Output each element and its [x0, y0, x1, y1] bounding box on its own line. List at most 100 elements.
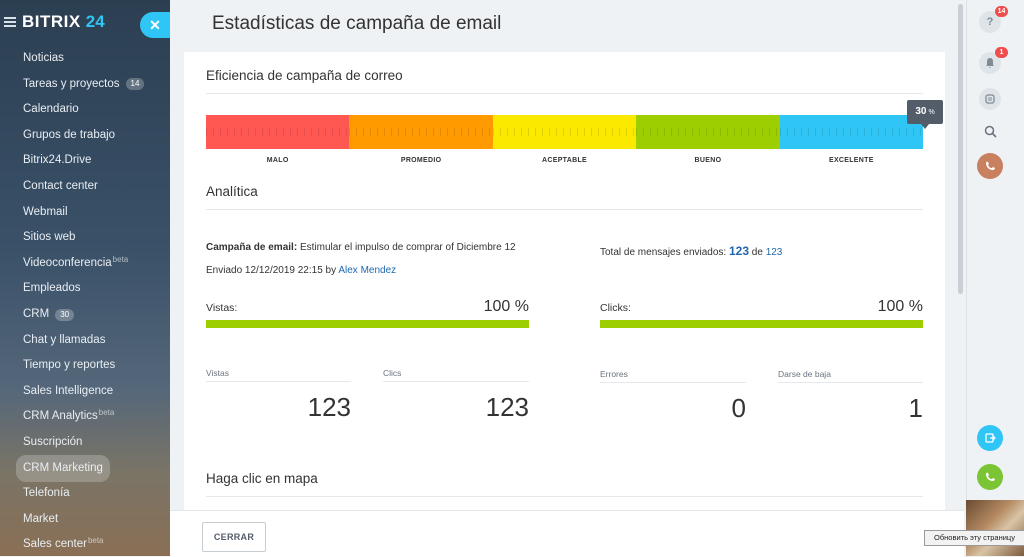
efficiency-value: 30 — [915, 106, 927, 117]
sidebar-item-tiempo-y-reportes[interactable]: Tiempo y reportes — [0, 353, 170, 379]
sidebar-item-webmail[interactable]: Webmail — [0, 200, 170, 226]
messenger-icon[interactable] — [979, 88, 1001, 110]
sent-by-link[interactable]: Alex Mendez — [338, 265, 397, 276]
sidebar-item-label: Contact center — [23, 179, 98, 192]
efficiency-unit: % — [928, 109, 935, 116]
views-percent: 100 % — [483, 298, 529, 315]
efficiency-segment-aceptable — [492, 115, 637, 149]
sidebar-item-telefon-a[interactable]: Telefonía — [0, 481, 170, 507]
sidebar-menu: Noticias Tareas y proyectos 14 Calendario Gr… — [0, 46, 170, 556]
efficiency-segment-promedio — [349, 115, 493, 149]
efficiency-segment-malo — [206, 115, 350, 149]
sidebar-item-contact-center[interactable]: Contact center — [0, 174, 170, 200]
sidebar-item-label: Empleados — [23, 282, 81, 295]
sidebar-item-sitios-web[interactable]: Sitios web — [0, 225, 170, 251]
open-lines-icon[interactable] — [977, 425, 1003, 451]
sidebar-item-crm-analytics[interactable]: CRM Analytics beta — [0, 404, 170, 430]
scrollbar-thumb[interactable] — [958, 4, 963, 294]
sidebar-item-chat-y-llamadas[interactable]: Chat y llamadas — [0, 328, 170, 354]
beta-tag: beta — [98, 408, 115, 418]
sidebar-counter: 14 — [125, 78, 145, 91]
efficiency-bar — [206, 115, 924, 149]
sidebar-item-bitrix24-drive[interactable]: Bitrix24.Drive — [0, 148, 170, 174]
sidebar-item-crm-marketing[interactable]: CRM Marketing — [0, 454, 170, 483]
help-icon[interactable]: ? 14 — [979, 6, 1008, 33]
divider — [206, 381, 351, 382]
menu-burger-icon[interactable] — [4, 17, 16, 27]
footer-bar: CERRAR — [170, 510, 964, 557]
sidebar-item-label: Tiempo y reportes — [23, 359, 116, 372]
refresh-tooltip: Обновить эту страницу — [924, 530, 1024, 546]
sidebar-item-videoconferencia[interactable]: Videoconferencia beta — [0, 251, 170, 277]
campaign-name: Estimular el impulso de comprar of Dicie… — [299, 242, 516, 253]
sidebar-item-sales-intelligence[interactable]: Sales Intelligence — [0, 379, 170, 405]
clicks-percent: 100 % — [877, 298, 923, 315]
search-icon[interactable] — [979, 121, 1001, 143]
sidebar-item-suscripci-n[interactable]: Suscripción — [0, 430, 170, 456]
sidebar-item-label: Sales center — [23, 538, 87, 551]
close-icon: ✕ — [149, 17, 161, 33]
close-slider-button[interactable]: ✕ — [140, 12, 170, 38]
efficiency-label-promedio: PROMEDIO — [400, 157, 442, 164]
sent-info: Enviado 12/12/2019 22:15 by Alex Mendez — [206, 265, 396, 276]
efficiency-label-bueno: BUENO — [694, 157, 722, 164]
efficiency-segment-bueno — [636, 115, 780, 149]
views-label: Vistas: — [206, 302, 238, 314]
sidebar-item-label: Suscripción — [23, 435, 83, 448]
sidebar-item-label: CRM Analytics — [23, 410, 98, 423]
sidebar-item-crm[interactable]: CRM 30 — [0, 302, 170, 328]
views-progress-bar — [206, 320, 529, 328]
clicks-progress-bar — [600, 320, 923, 328]
sidebar-item-calendario[interactable]: Calendario — [0, 97, 170, 123]
sidebar-item-label: Webmail — [23, 205, 68, 218]
page-thumbnail — [966, 500, 1024, 556]
total-all[interactable]: 123 — [765, 247, 783, 258]
map-title: Haga clic en mapa — [206, 471, 318, 486]
stat-errors-value: 0 — [731, 393, 746, 423]
beta-tag: beta — [87, 536, 104, 546]
stat-unsubscribe-label: Darse de baja — [778, 369, 831, 379]
efficiency-label-malo: MALO — [266, 157, 289, 164]
sidebar-item-label: Tareas y proyectos — [23, 77, 120, 90]
stat-unsubscribe-value: 1 — [908, 393, 923, 423]
total-label: Total de mensajes enviados: — [600, 247, 727, 258]
efficiency-label-aceptable: ACEPTABLE — [542, 157, 587, 164]
sidebar-item-label: Calendario — [23, 103, 79, 116]
views-progress-fill — [206, 320, 529, 328]
phone-icon[interactable] — [977, 153, 1003, 179]
total-sent[interactable]: 123 — [728, 244, 749, 258]
sidebar-item-empleados[interactable]: Empleados — [0, 276, 170, 302]
divider — [206, 93, 923, 94]
stat-clicks-label: Clics — [383, 368, 402, 378]
sidebar-item-label: Telefonía — [23, 487, 70, 500]
efficiency-value-tooltip: 30% — [907, 100, 943, 129]
brand-logo-number: 24 — [85, 12, 105, 31]
sidebar-item-label: Sitios web — [23, 231, 76, 244]
campaign-label: Campaña de email: — [206, 242, 298, 253]
analytics-title: Analítica — [206, 184, 258, 199]
stat-clicks-value: 123 — [485, 392, 529, 422]
bell-icon[interactable]: 1 — [979, 47, 1008, 74]
sidebar-item-label: Grupos de trabajo — [23, 128, 116, 141]
sidebar-item-noticias[interactable]: Noticias — [0, 46, 170, 72]
scrollbar[interactable] — [957, 0, 964, 510]
divider — [206, 496, 923, 497]
sidebar-item-label: Bitrix24.Drive — [23, 154, 92, 167]
stat-views-label: Vistas — [206, 368, 229, 378]
sidebar-counter: 30 — [55, 308, 75, 321]
sidebar-item-market[interactable]: Market — [0, 507, 170, 533]
divider — [778, 382, 923, 383]
stat-errors-label: Errores — [600, 369, 628, 379]
help-badge: 14 — [995, 6, 1008, 17]
beta-tag: beta — [112, 254, 129, 264]
sidebar-item-sales-center[interactable]: Sales center beta — [0, 532, 170, 556]
brand-logo[interactable]: BITRIX — [22, 12, 81, 31]
sidebar-item-grupos-de-trabajo[interactable]: Grupos de trabajo — [0, 123, 170, 149]
stats-card: Eficiencia de campaña de correo MALO PROM… — [184, 52, 945, 510]
close-button[interactable]: CERRAR — [202, 522, 266, 552]
clicks-progress-fill — [600, 320, 923, 328]
efficiency-segment-excelente — [779, 115, 924, 149]
call-icon[interactable] — [977, 464, 1003, 490]
slider-panel: Estadísticas de campaña de email Eficien… — [170, 0, 964, 557]
sidebar-item-tareas-y-proyectos[interactable]: Tareas y proyectos 14 — [0, 72, 170, 98]
